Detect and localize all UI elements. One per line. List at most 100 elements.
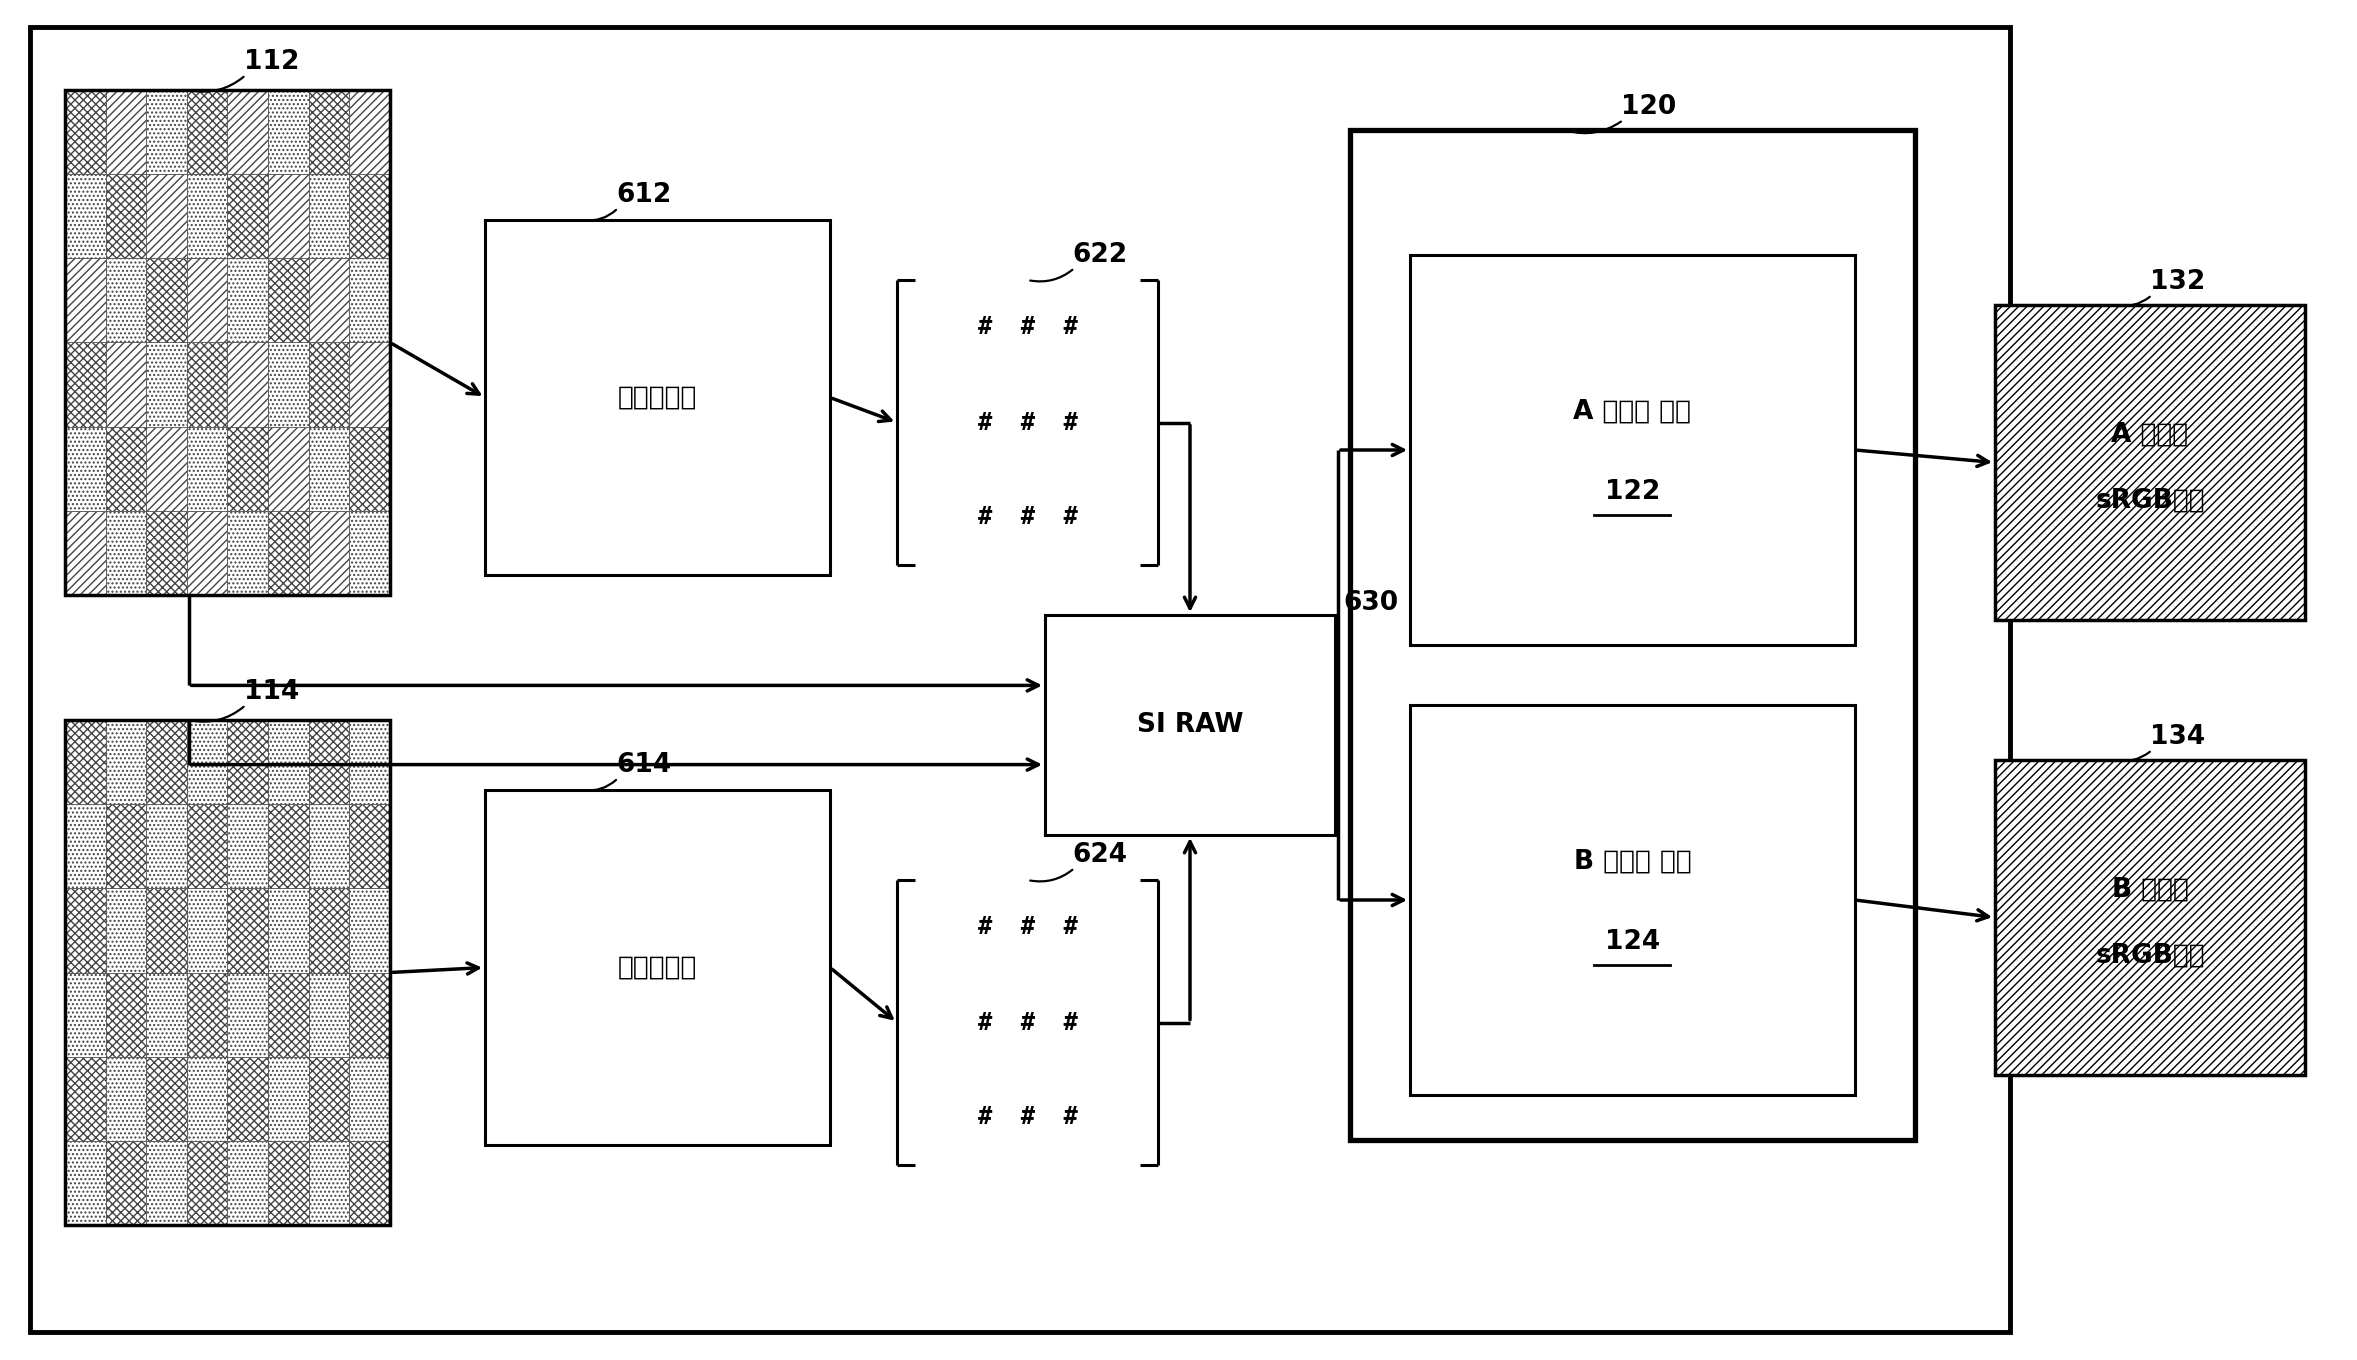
Bar: [106, 258, 146, 343]
Bar: [229, 972, 269, 1057]
Bar: [66, 719, 106, 804]
Bar: [146, 90, 186, 174]
Bar: [66, 258, 106, 343]
Text: A 스타일: A 스타일: [2112, 422, 2190, 447]
Bar: [186, 804, 229, 888]
Bar: [349, 804, 389, 888]
Bar: [309, 90, 349, 174]
Bar: [146, 804, 186, 888]
Bar: [146, 258, 186, 343]
Bar: [229, 90, 269, 174]
Bar: [106, 343, 146, 427]
Bar: [186, 258, 229, 343]
Bar: [146, 427, 186, 511]
Bar: [1044, 615, 1334, 835]
Bar: [229, 343, 269, 427]
Text: A 스타일 모델: A 스타일 모델: [1574, 398, 1692, 424]
Bar: [229, 1057, 269, 1141]
Bar: [486, 790, 830, 1145]
Bar: [349, 90, 389, 174]
Text: #  #  #: # # #: [978, 506, 1077, 529]
Bar: [309, 343, 349, 427]
Text: 612: 612: [615, 182, 672, 208]
Bar: [349, 174, 389, 258]
Bar: [66, 804, 106, 888]
Bar: [309, 1057, 349, 1141]
Bar: [486, 220, 830, 575]
Bar: [1409, 256, 1855, 645]
Text: 114: 114: [243, 679, 299, 704]
Bar: [269, 888, 309, 972]
Bar: [269, 511, 309, 596]
Bar: [229, 511, 269, 596]
Bar: [146, 972, 186, 1057]
Bar: [269, 1141, 309, 1225]
Bar: [106, 719, 146, 804]
Text: 134: 134: [2150, 724, 2206, 749]
Bar: [146, 888, 186, 972]
Bar: [309, 972, 349, 1057]
Bar: [186, 511, 229, 596]
Bar: [349, 343, 389, 427]
Bar: [269, 90, 309, 174]
Bar: [106, 174, 146, 258]
Bar: [66, 90, 389, 596]
Bar: [31, 27, 2011, 1331]
Text: 히스토그램: 히스토그램: [618, 955, 698, 981]
Bar: [309, 888, 349, 972]
Bar: [66, 90, 106, 174]
Text: 624: 624: [1072, 842, 1127, 868]
Bar: [186, 719, 229, 804]
Bar: [349, 888, 389, 972]
Bar: [186, 972, 229, 1057]
Bar: [1409, 704, 1855, 1095]
Text: 124: 124: [1605, 929, 1659, 955]
Text: #  #  #: # # #: [978, 1010, 1077, 1035]
Bar: [269, 972, 309, 1057]
Bar: [186, 343, 229, 427]
Text: 히스토그램: 히스토그램: [618, 385, 698, 411]
Bar: [349, 1057, 389, 1141]
Bar: [106, 1057, 146, 1141]
Bar: [146, 719, 186, 804]
Bar: [309, 804, 349, 888]
Bar: [186, 1141, 229, 1225]
Bar: [146, 174, 186, 258]
Text: #  #  #: # # #: [978, 915, 1077, 940]
Bar: [66, 1057, 106, 1141]
Bar: [309, 719, 349, 804]
Bar: [66, 511, 106, 596]
Bar: [349, 427, 389, 511]
Bar: [146, 1057, 186, 1141]
Bar: [106, 804, 146, 888]
Text: #  #  #: # # #: [978, 1106, 1077, 1130]
Bar: [309, 258, 349, 343]
Bar: [186, 1057, 229, 1141]
Bar: [146, 1141, 186, 1225]
Bar: [146, 343, 186, 427]
Bar: [106, 1141, 146, 1225]
Bar: [349, 1141, 389, 1225]
Bar: [229, 427, 269, 511]
Bar: [269, 1057, 309, 1141]
Bar: [66, 972, 106, 1057]
Bar: [229, 804, 269, 888]
Bar: [66, 888, 106, 972]
Bar: [1994, 760, 2305, 1074]
Bar: [106, 888, 146, 972]
Bar: [186, 427, 229, 511]
Text: B 스타일 모델: B 스타일 모델: [1574, 849, 1692, 874]
Bar: [269, 174, 309, 258]
Bar: [66, 427, 106, 511]
Text: sRGB영상: sRGB영상: [2095, 942, 2204, 968]
Bar: [186, 174, 229, 258]
Bar: [1351, 131, 1914, 1140]
Text: 630: 630: [1343, 590, 1398, 616]
Bar: [269, 427, 309, 511]
Text: 622: 622: [1072, 242, 1127, 268]
Bar: [146, 511, 186, 596]
Bar: [66, 174, 106, 258]
Bar: [66, 719, 389, 1225]
Bar: [66, 343, 106, 427]
Bar: [186, 90, 229, 174]
